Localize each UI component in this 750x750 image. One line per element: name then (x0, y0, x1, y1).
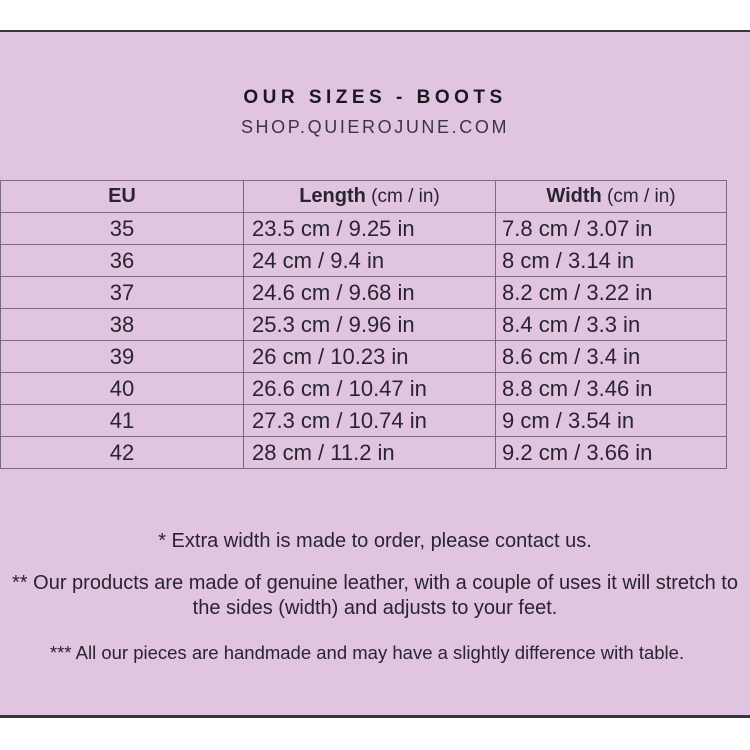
size-table: EU Length (cm / in) Width (cm / in) 35 23… (0, 180, 727, 469)
table-row: 40 26.6 cm / 10.47 in 8.8 cm / 3.46 in (0, 372, 727, 405)
eu-size-cell: 36 (0, 244, 244, 277)
length-cell: 24 cm / 9.4 in (243, 244, 496, 277)
length-cell: 25.3 cm / 9.96 in (243, 308, 496, 341)
length-cell: 24.6 cm / 9.68 in (243, 276, 496, 309)
table-row: 36 24 cm / 9.4 in 8 cm / 3.14 in (0, 244, 727, 277)
table-row: 39 26 cm / 10.23 in 8.6 cm / 3.4 in (0, 340, 727, 373)
width-cell: 8.8 cm / 3.46 in (495, 372, 727, 405)
width-cell: 9.2 cm / 3.66 in (495, 436, 727, 469)
eu-size-cell: 35 (0, 212, 244, 245)
column-header-length: Length (cm / in) (243, 180, 496, 213)
width-cell: 8.4 cm / 3.3 in (495, 308, 727, 341)
length-cell: 23.5 cm / 9.25 in (243, 212, 496, 245)
eu-size-cell: 42 (0, 436, 244, 469)
eu-size-cell: 41 (0, 404, 244, 437)
note-leather: ** Our products are made of genuine leat… (12, 572, 738, 619)
length-cell: 27.3 cm / 10.74 in (243, 404, 496, 437)
length-cell: 28 cm / 11.2 in (243, 436, 496, 469)
length-cell: 26 cm / 10.23 in (243, 340, 496, 373)
shop-url: SHOP.QUIEROJUNE.COM (240, 117, 510, 137)
width-cell: 8.6 cm / 3.4 in (495, 340, 727, 373)
page-title: OUR SIZES - BOOTS (243, 87, 507, 108)
width-cell: 8.2 cm / 3.22 in (495, 276, 727, 309)
column-header-width: Width (cm / in) (495, 180, 727, 213)
width-cell: 8 cm / 3.14 in (495, 244, 727, 277)
eu-size-cell: 39 (0, 340, 244, 373)
table-row: 35 23.5 cm / 9.25 in 7.8 cm / 3.07 in (0, 212, 727, 245)
eu-size-cell: 37 (0, 276, 244, 309)
table-row: 41 27.3 cm / 10.74 in 9 cm / 3.54 in (0, 404, 727, 437)
length-cell: 26.6 cm / 10.47 in (243, 372, 496, 405)
eu-size-cell: 38 (0, 308, 244, 341)
note-extra-width: * Extra width is made to order, please c… (158, 530, 592, 552)
table-row: 38 25.3 cm / 9.96 in 8.4 cm / 3.3 in (0, 308, 727, 341)
width-cell: 7.8 cm / 3.07 in (495, 212, 727, 245)
column-header-eu: EU (0, 180, 244, 213)
table-row: 37 24.6 cm / 9.68 in 8.2 cm / 3.22 in (0, 276, 727, 309)
eu-size-cell: 40 (0, 372, 244, 405)
table-row: 42 28 cm / 11.2 in 9.2 cm / 3.66 in (0, 436, 727, 469)
width-cell: 9 cm / 3.54 in (495, 404, 727, 437)
table-header-row: EU Length (cm / in) Width (cm / in) (0, 180, 727, 213)
note-handmade: *** All our pieces are handmade and may … (49, 642, 685, 663)
